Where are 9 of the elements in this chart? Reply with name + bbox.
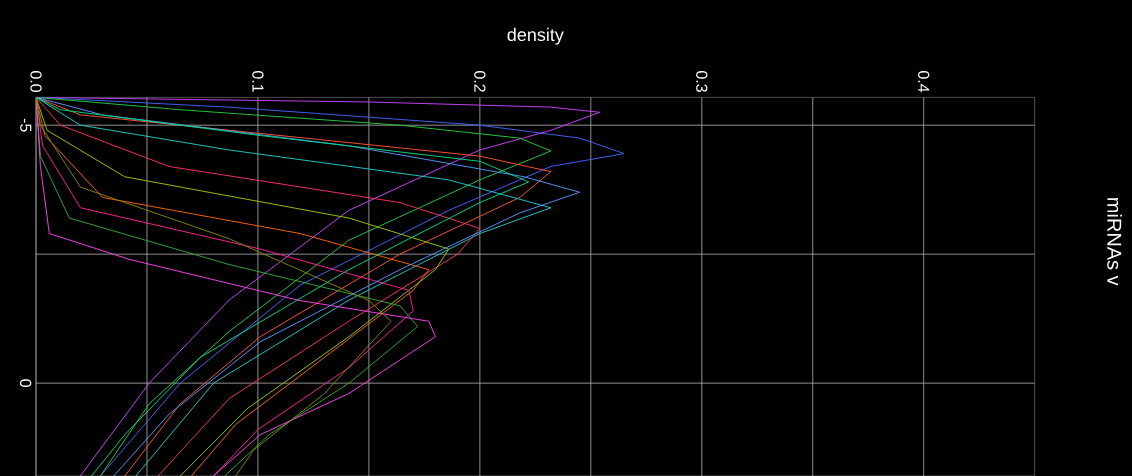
- x-tick-label: 0.3: [696, 71, 708, 92]
- y-tick-label: -5: [20, 118, 32, 132]
- y-axis-title: miRNAs v: [1107, 198, 1122, 286]
- x-tick-label: 0.4: [918, 71, 930, 93]
- x-tick-label: 0.0: [30, 71, 42, 93]
- y-tick-label: 0: [19, 379, 32, 387]
- x-axis-title: density: [507, 27, 564, 45]
- x-tick-label: 0.2: [474, 71, 486, 92]
- x-tick-label: 0.1: [252, 71, 264, 92]
